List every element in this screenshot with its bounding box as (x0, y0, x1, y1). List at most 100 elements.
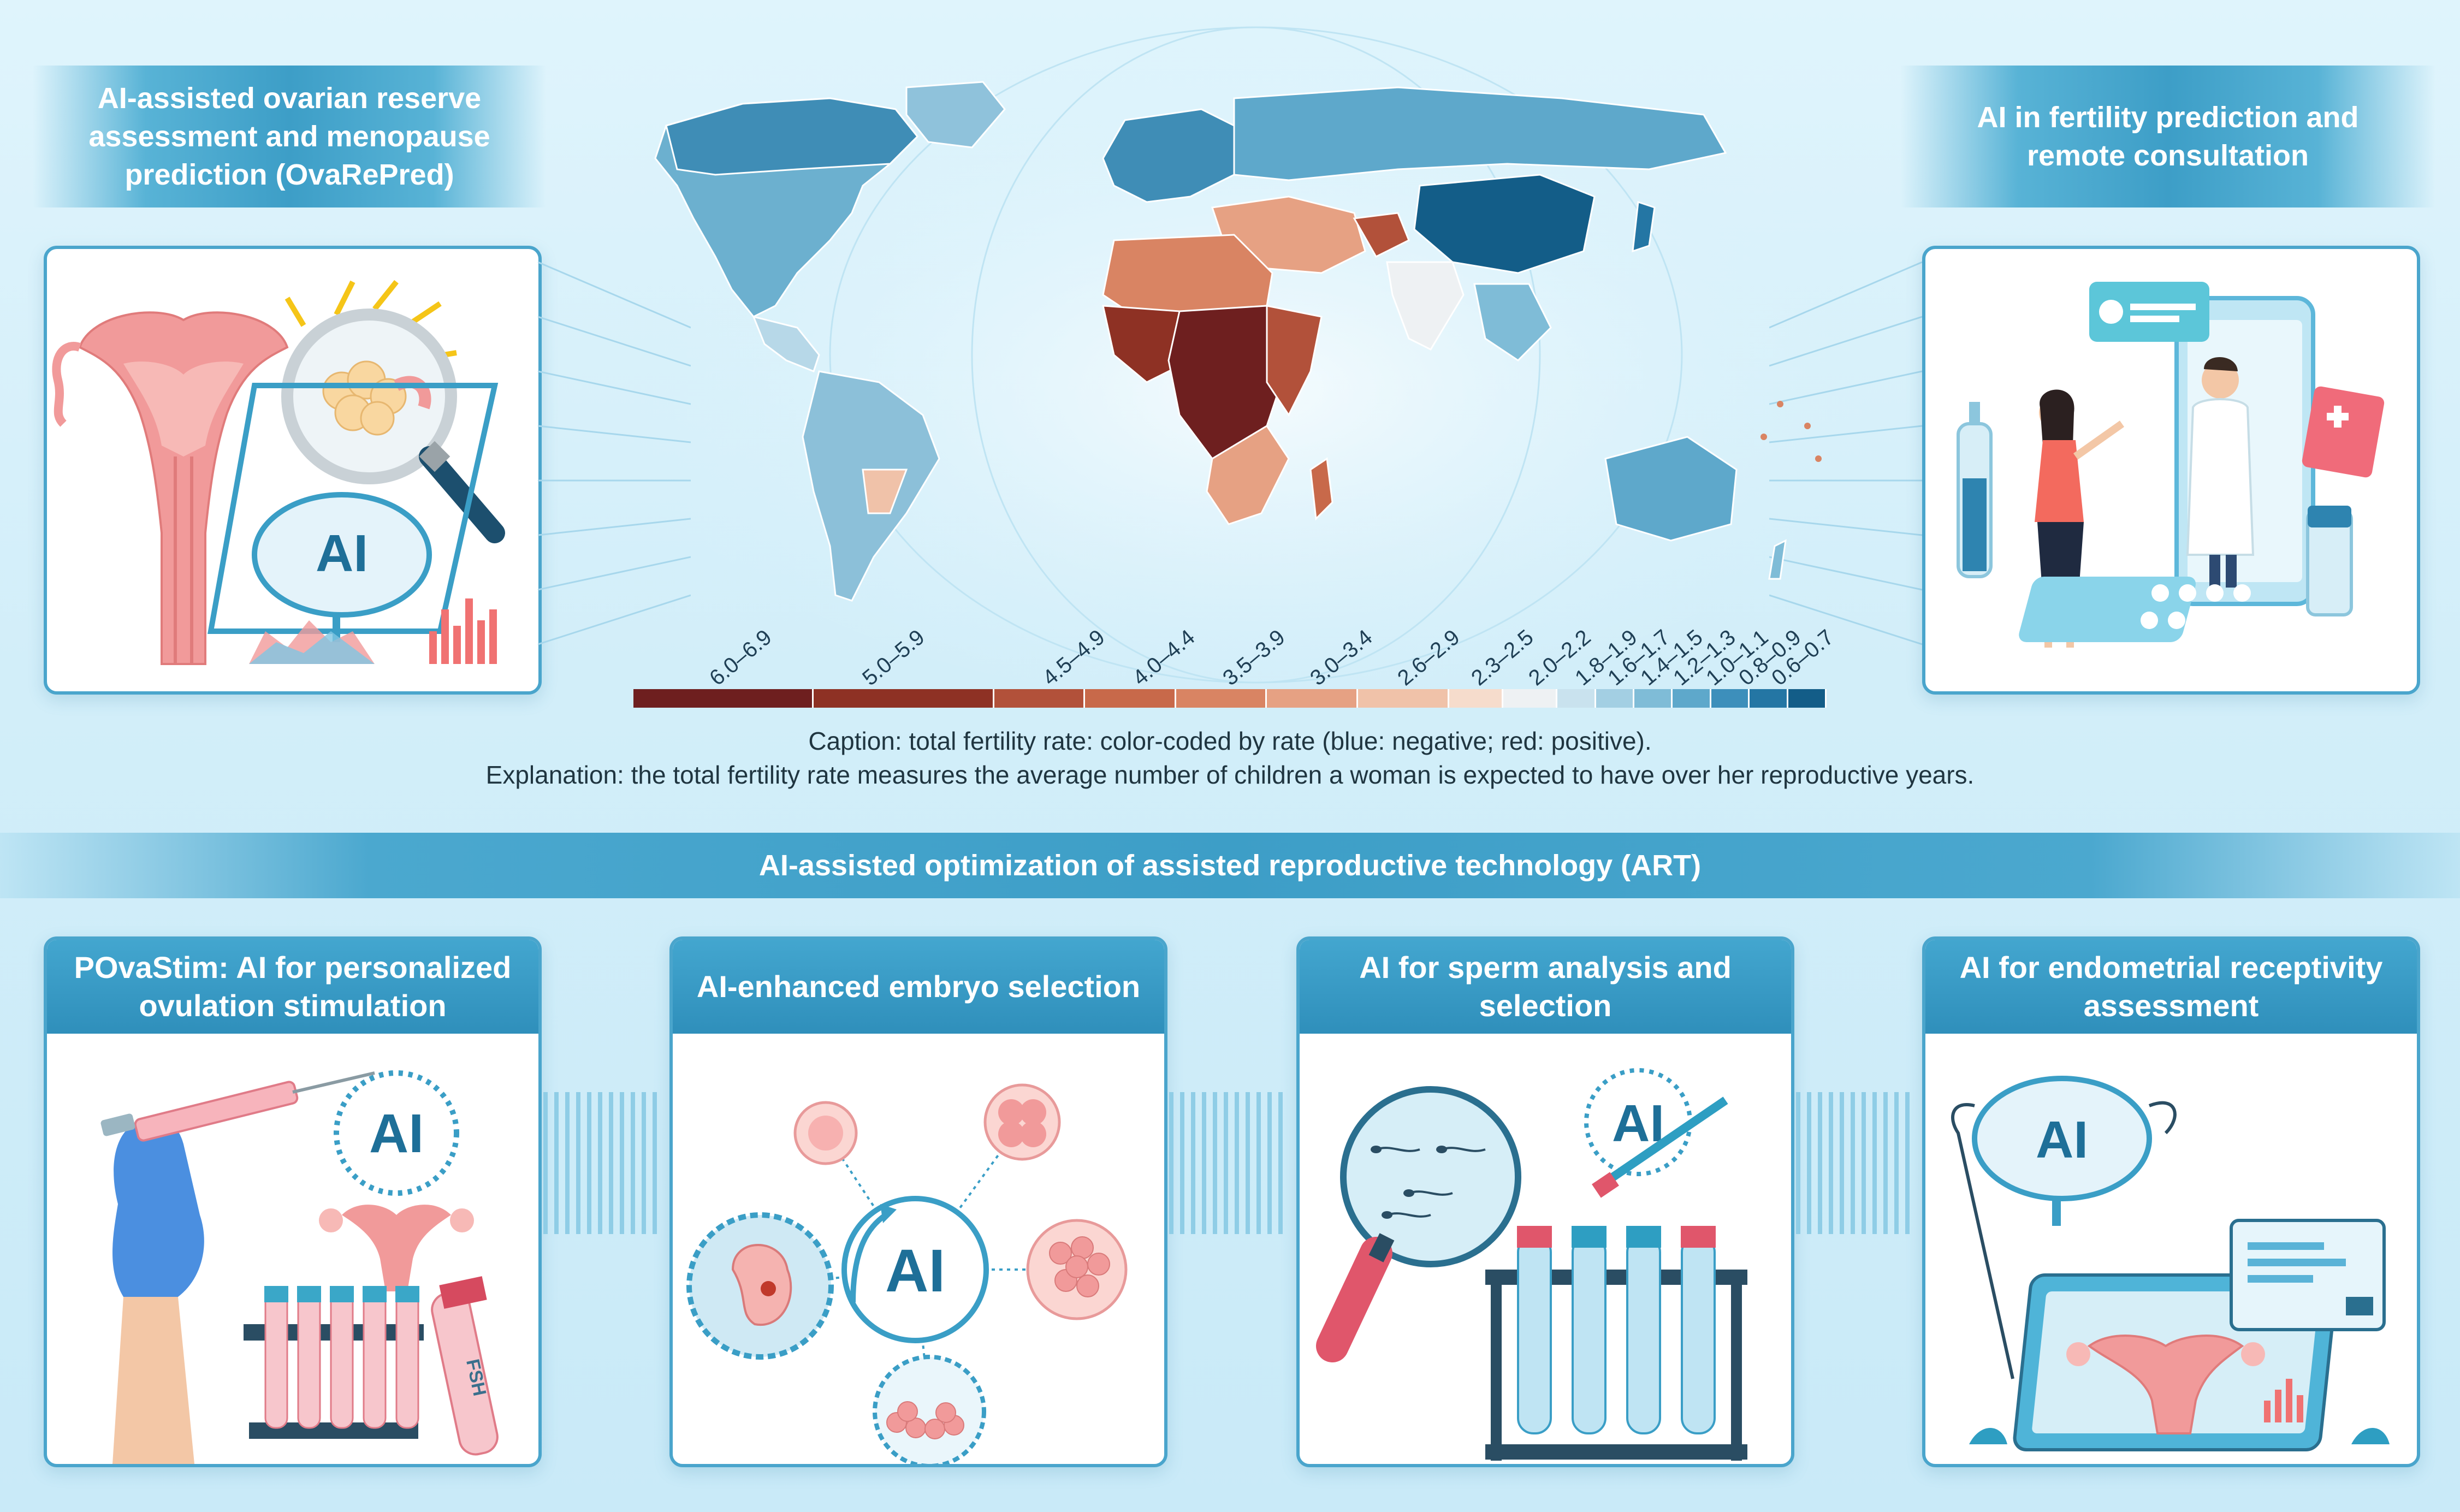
morula-icon (1026, 1219, 1128, 1320)
endometrial-receptivity-header: AI for endometrial receptivity assessmen… (1925, 940, 2417, 1034)
map-caption: Caption: total fertility rate: color-cod… (808, 727, 1652, 755)
sperm-analysis-illustration: AI (1316, 1068, 1747, 1461)
map-canada (665, 97, 919, 176)
uterus-icon (52, 311, 289, 665)
svg-text:AI: AI (885, 1237, 945, 1305)
legend-swatch (1449, 689, 1504, 708)
sperm-analysis-panel: AI for sperm analysis and selection AI (1296, 936, 1794, 1467)
map-legend-bar (633, 689, 1827, 708)
ai-brain-icon: AI (1951, 1076, 2177, 1379)
bar-chart-icon (429, 598, 497, 664)
legend-swatch (1176, 689, 1267, 708)
fertility-prediction-title: AI in fertility prediction and remote co… (1977, 101, 2359, 172)
embryo-selection-panel: AI-enhanced embryo selection AI (669, 936, 1167, 1467)
svg-text:AI: AI (2036, 1111, 2088, 1169)
svg-text:AI: AI (316, 524, 368, 583)
legend-swatch (814, 689, 994, 708)
endometrial-receptivity-illustration: AI (1951, 1076, 2390, 1451)
pill-pack-icon (2019, 577, 2251, 642)
fertility-prediction-banner: AI in fertility prediction and remote co… (1900, 66, 2435, 207)
ai-center-icon: AI (841, 1196, 989, 1343)
map-central-america (752, 315, 820, 372)
legend-swatch (633, 689, 814, 708)
ovarian-reserve-illustration: AI (52, 280, 505, 665)
connector-rays-right (1769, 261, 1922, 645)
ovarepred-title: AI-assisted ovarian reserve assessment a… (88, 82, 490, 191)
map-afghanistan (1353, 212, 1410, 258)
legend-swatch (1788, 689, 1827, 708)
map-southeast-asia (1473, 283, 1552, 361)
fetus-icon (686, 1212, 834, 1360)
oocyte-icon (793, 1101, 858, 1165)
chat-card-icon (2089, 282, 2209, 342)
embryo-selection-title: AI-enhanced embryo selection (696, 969, 1141, 1004)
legend-swatch (1711, 689, 1750, 708)
art-title: AI-assisted optimization of assisted rep… (758, 849, 1702, 882)
legend-swatch (1358, 689, 1449, 708)
area-chart-icon (249, 620, 375, 664)
medical-card-icon (2302, 386, 2385, 478)
ovarepred-banner: AI-assisted ovarian reserve assessment a… (33, 66, 546, 207)
map-southern-africa (1206, 424, 1290, 525)
svg-text:AI: AI (369, 1103, 424, 1164)
legend-swatch (1557, 689, 1596, 708)
povastim-title: POvaStim: AI for personalized ovulation … (74, 950, 512, 1023)
map-europe (1102, 108, 1246, 203)
map-explanation: Explanation: the total fertility rate me… (485, 761, 1975, 789)
povastim-illustration: AI FSH (100, 1070, 499, 1464)
screen-panel-icon (2230, 1219, 2386, 1331)
map-china (1413, 174, 1596, 274)
syringe-icon (100, 1071, 375, 1142)
map-greenland (905, 81, 1006, 149)
blastocyst-icon (873, 1355, 986, 1464)
ai-circle-icon: AI (1584, 1068, 1728, 1198)
embryo-selection-illustration: AI (686, 1083, 1128, 1464)
world-fertility-map (654, 81, 1822, 602)
uterus-icon (2066, 1335, 2265, 1434)
uterus-icon (319, 1205, 474, 1291)
map-japan (1632, 200, 1656, 253)
syringe-icon (1957, 402, 1993, 578)
remote-consultation-illustration (1957, 282, 2385, 648)
connector-rays-left (538, 261, 691, 645)
cleavage-embryo-icon (983, 1083, 1061, 1161)
map-australia (1604, 436, 1738, 542)
panel-connector (1169, 1092, 1287, 1234)
fsh-tube-icon: FSH (431, 1276, 499, 1456)
doctor-icon (2186, 357, 2255, 588)
map-russia (1233, 86, 1727, 181)
bottle-icon (2306, 506, 2353, 616)
povastim-panel: POvaStim: AI for personalized ovulation … (44, 936, 542, 1467)
remote-consultation-panel (1922, 246, 2420, 695)
legend-swatch (1267, 689, 1359, 708)
test-tube-rack-icon (244, 1286, 424, 1439)
legend-swatch (1085, 689, 1176, 708)
gloved-hand-icon (112, 1115, 204, 1464)
map-new-zealand (1768, 539, 1787, 580)
legend-swatch (994, 689, 1086, 708)
magnifier-icon (281, 280, 505, 543)
embryo-selection-header: AI-enhanced embryo selection (673, 940, 1164, 1034)
sperm-analysis-header: AI for sperm analysis and selection (1300, 940, 1791, 1034)
ovarepred-panel: AI (44, 246, 542, 695)
splash-decoration-icon (1969, 1428, 2390, 1444)
povastim-header: POvaStim: AI for personalized ovulation … (47, 940, 538, 1034)
map-north-africa (1102, 234, 1273, 318)
magnifier-icon (1316, 1086, 1521, 1362)
bar-chart-icon (2264, 1379, 2303, 1422)
legend-swatch (1503, 689, 1558, 708)
panel-connector (1796, 1092, 1913, 1234)
map-madagascar (1309, 457, 1333, 521)
sperm-analysis-title: AI for sperm analysis and selection (1359, 950, 1732, 1023)
art-banner: AI-assisted optimization of assisted rep… (0, 833, 2460, 898)
map-india (1386, 261, 1465, 351)
legend-swatch (1634, 689, 1673, 708)
test-tube-rack-icon (1485, 1226, 1747, 1461)
legend-swatch (1673, 689, 1711, 708)
legend-swatch (1596, 689, 1635, 708)
map-east-africa (1266, 305, 1323, 417)
panel-connector (543, 1092, 658, 1234)
endometrial-receptivity-panel: AI for endometrial receptivity assessmen… (1922, 936, 2420, 1467)
endometrial-receptivity-title: AI for endometrial receptivity assessmen… (1959, 950, 2383, 1023)
ai-circle-icon: AI (334, 1070, 459, 1196)
